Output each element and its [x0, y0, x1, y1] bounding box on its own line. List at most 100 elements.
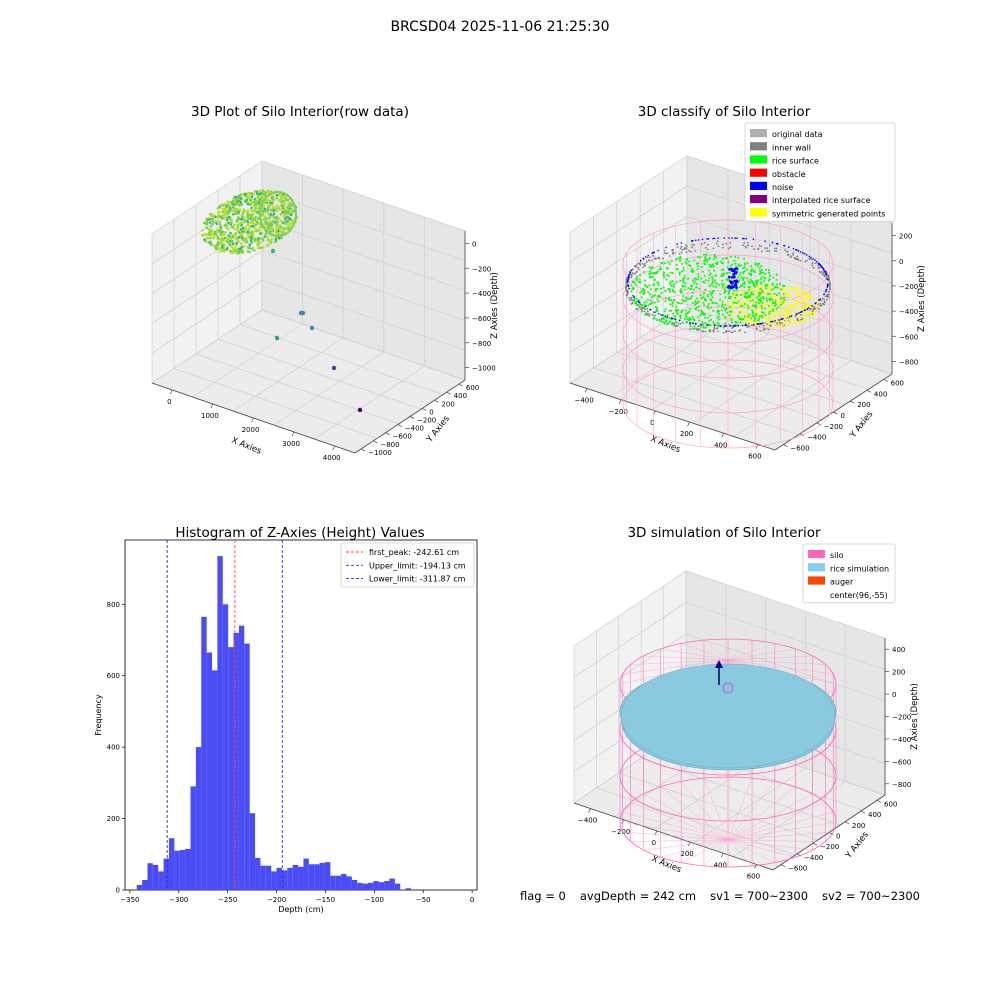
histogram-bar [324, 862, 331, 890]
grid-line [573, 602, 687, 678]
rice-point [662, 286, 665, 289]
silo-floor-strut [680, 781, 729, 841]
rice-point [666, 267, 669, 270]
noise-point [701, 238, 704, 241]
rice-point [721, 262, 724, 265]
rice-point [760, 305, 763, 308]
grid-line [261, 279, 466, 351]
rice-point [656, 310, 659, 313]
x-tick-label: 0 [650, 419, 654, 427]
noise-point [719, 325, 721, 327]
y-axis-label: Y Axies [848, 409, 876, 441]
x-tick [687, 421, 690, 427]
raw-point [289, 213, 293, 217]
noise-point [658, 313, 660, 315]
rice-point [642, 290, 645, 293]
noise-point [745, 237, 748, 240]
wall-point [660, 318, 663, 321]
histogram-bar [335, 875, 342, 890]
raw-point [258, 226, 262, 230]
symmetric-point [801, 307, 804, 309]
wall-point [768, 250, 771, 253]
wall-point [823, 298, 826, 301]
noise-point [713, 237, 716, 240]
raw-point [285, 228, 289, 231]
raw-data-3d-plot: 3D Plot of Silo Interior(row data) 01000… [151, 104, 500, 462]
x-tick [251, 417, 254, 423]
rice-point [729, 295, 732, 298]
rice-point [693, 259, 696, 262]
raw-point [210, 213, 214, 216]
rice-point [751, 304, 754, 307]
raw-point [235, 248, 239, 251]
rice-point [704, 322, 707, 325]
raw-point [282, 227, 286, 231]
raw-point [284, 217, 287, 221]
noise-point [819, 264, 821, 266]
raw-point [273, 206, 277, 210]
y-tick-label: −400 [807, 434, 826, 442]
histogram-bar [228, 647, 234, 890]
x-tick-label: −200 [609, 408, 628, 416]
raw-point-ring [259, 191, 297, 237]
raw-point [264, 220, 267, 224]
rice-point [697, 300, 700, 303]
rice-point [633, 298, 636, 301]
rice-point [704, 288, 707, 291]
rice-point [676, 312, 679, 315]
rice-point [725, 272, 728, 275]
rice-point [700, 325, 702, 328]
rice-point [746, 291, 749, 294]
symmetric-point [797, 314, 800, 317]
raw-point [275, 232, 278, 235]
wall-point [631, 272, 634, 274]
z-tick-label: −400 [892, 736, 911, 744]
symmetric-point [751, 296, 754, 299]
grid-line [192, 323, 303, 398]
y-tick [373, 440, 378, 444]
noise-point [697, 239, 700, 241]
rice-point [761, 268, 764, 271]
rice-point [735, 302, 738, 305]
noise-point [644, 305, 646, 308]
depth-histogram: Histogram of Z-Axies (Height) Values −35… [94, 525, 478, 914]
silo-roof-strut [703, 639, 729, 661]
rice-point [647, 291, 650, 294]
noise-point [727, 286, 730, 289]
wall-point [629, 298, 632, 301]
rice-point [725, 278, 728, 281]
raw-point [278, 228, 282, 232]
raw-point [234, 227, 237, 231]
rice-point [780, 303, 783, 306]
wall-point [641, 263, 644, 265]
wall-point [729, 246, 732, 249]
rice-point [643, 279, 646, 282]
noise-point [689, 322, 692, 324]
symmetric-point [784, 288, 786, 291]
rice-point [755, 304, 757, 307]
raw-point [286, 212, 290, 215]
rice-point [679, 260, 682, 263]
raw-point [264, 191, 267, 195]
wall-point [727, 247, 730, 250]
raw-point [205, 222, 209, 226]
rice-point [766, 299, 769, 302]
rice-point [710, 318, 713, 321]
rice-point [728, 310, 731, 313]
symmetric-point [768, 319, 771, 322]
rice-point [738, 316, 740, 319]
symmetric-point [745, 304, 748, 307]
raw-point [248, 201, 252, 204]
symmetric-point [742, 321, 745, 324]
rice-point [760, 282, 763, 285]
raw-point [217, 213, 220, 216]
rice-point [638, 278, 641, 281]
rice-point [635, 298, 638, 300]
symmetric-point [742, 304, 745, 307]
y-tick-label: 400 [874, 390, 887, 398]
wall-point [625, 284, 628, 287]
raw-point [254, 203, 257, 206]
rice-point [704, 297, 706, 300]
simulation-plot-title: 3D simulation of Silo Interior [627, 525, 821, 541]
raw-point [222, 233, 226, 237]
